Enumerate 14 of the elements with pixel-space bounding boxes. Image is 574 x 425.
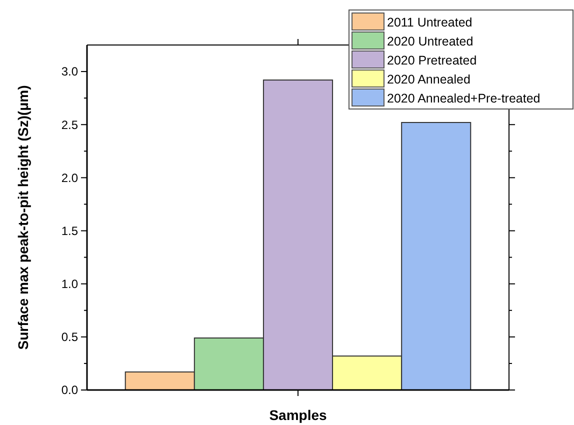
y-tick-label: 2.0 — [61, 170, 78, 185]
y-tick-label: 2.5 — [61, 118, 78, 132]
legend-label: 2011 Untreated — [387, 15, 472, 30]
legend-label: 2020 Untreated — [387, 34, 474, 48]
y-tick-label: 0.0 — [61, 383, 78, 398]
legend-label: 2020 Pretreated — [387, 53, 477, 68]
y-tick-label: 3.0 — [61, 64, 78, 79]
y-axis-title: Surface max peak-to-pit height (Sz)(μm) — [15, 85, 31, 350]
y-tick-label: 1.5 — [61, 224, 78, 238]
x-axis-title: Samples — [269, 407, 328, 423]
legend-label: 2020 Annealed — [387, 72, 470, 86]
y-tick-label: 1.0 — [61, 277, 78, 292]
y-tick-label: 0.5 — [61, 330, 78, 344]
legend-label: 2020 Annealed+Pre-treated — [387, 91, 540, 106]
